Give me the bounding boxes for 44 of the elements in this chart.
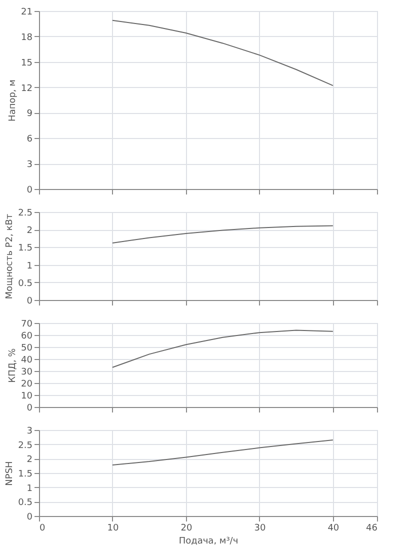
y-axis-title: КПД, %: [8, 348, 18, 383]
y-tick-label: 0: [26, 296, 33, 306]
y-tick-label: 3: [26, 160, 32, 170]
y-tick-label: 30: [21, 368, 33, 378]
x-tick-label: 10: [107, 524, 119, 534]
y-tick-label: 2: [26, 455, 32, 466]
y-tick-label: 0: [26, 512, 33, 522]
y-tick-label: 40: [21, 356, 33, 366]
line-series: [112, 225, 334, 244]
y-tick-label: 60: [21, 332, 33, 342]
y-tick-label: 0: [26, 404, 33, 414]
y-tick-label: 21: [21, 8, 32, 18]
y-tick-label: 1.5: [18, 244, 32, 254]
line-series: [112, 330, 334, 368]
y-axis-title: NPSH: [5, 461, 16, 486]
y-tick-label: 2.5: [18, 440, 32, 451]
y-tick-label: 50: [21, 344, 33, 354]
y-tick-label: 0.5: [18, 278, 32, 289]
line-series: [112, 20, 334, 86]
y-tick-label: 1: [26, 484, 32, 494]
y-tick-label: 1: [26, 261, 32, 272]
line-series: [112, 440, 334, 466]
y-tick-label: 15: [21, 58, 32, 68]
y-tick-label: 10: [21, 392, 33, 402]
y-tick-label: 2: [26, 226, 32, 236]
y-tick-label: 1.5: [18, 470, 32, 480]
x-axis-title: Подача, м³/ч: [178, 536, 238, 546]
y-tick-label: 2.5: [18, 208, 32, 218]
y-tick-label: 6: [26, 134, 33, 145]
x-tick-label: 0: [40, 524, 46, 534]
y-tick-label: 18: [21, 32, 33, 43]
y-axis-title: Напор, м: [8, 80, 18, 122]
y-tick-label: 3: [26, 426, 32, 436]
x-tick-label: 46: [366, 524, 378, 534]
y-tick-label: 0: [26, 186, 33, 196]
y-tick-label: 20: [21, 380, 33, 390]
x-tick-label: 30: [254, 524, 266, 534]
y-tick-label: 12: [21, 84, 32, 94]
y-tick-label: 0.5: [18, 498, 32, 508]
x-tick-label: 20: [180, 524, 192, 534]
y-tick-label: 70: [21, 320, 33, 330]
y-axis-title: Мощность P2, кВт: [5, 214, 16, 300]
y-tick-label: 9: [26, 109, 33, 120]
x-tick-label: 40: [328, 524, 340, 534]
